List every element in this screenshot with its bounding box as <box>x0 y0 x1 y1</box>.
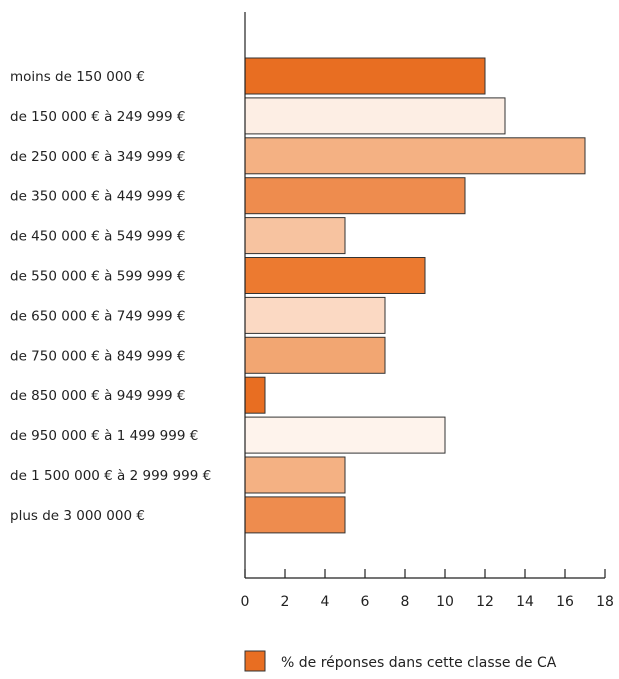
category-labels: moins de 150 000 € de 150 000 € à 249 999… <box>10 69 211 524</box>
bar-de-950-000-a-1-499-999 <box>244 416 446 454</box>
bar-de-550-000-a-599-999 <box>244 257 426 294</box>
category-label: moins de 150 000 € <box>10 69 145 85</box>
legend-label: % de réponses dans cette classe de CA <box>281 655 557 671</box>
bar-de-350-000-a-449-999 <box>244 177 466 215</box>
x-tick-label: 10 <box>436 594 454 610</box>
category-label: de 450 000 € à 549 999 € <box>10 229 185 245</box>
x-tick-label: 14 <box>516 594 534 610</box>
axes-group <box>244 12 605 579</box>
category-label: de 950 000 € à 1 499 999 € <box>10 428 198 444</box>
legend: % de réponses dans cette classe de CA <box>244 650 557 672</box>
bar-de-650-000-a-749-999 <box>244 296 386 334</box>
bar-de-450-000-a-549-999 <box>244 217 346 255</box>
category-label: de 250 000 € à 349 999 € <box>10 149 185 165</box>
bar-de-1-500-000-a-2-999-999 <box>244 456 346 494</box>
x-tick-label: 2 <box>281 594 290 610</box>
x-tick-label: 18 <box>596 594 614 610</box>
category-label: de 350 000 € à 449 999 € <box>10 189 185 205</box>
x-tick-label: 16 <box>556 594 574 610</box>
bar-de-850-000-a-949-999 <box>244 376 266 414</box>
x-tick-label: 12 <box>476 594 494 610</box>
x-tick-label: 8 <box>401 594 410 610</box>
category-label: de 550 000 € à 599 999 € <box>10 269 185 285</box>
bars-group <box>244 57 586 534</box>
category-label: de 150 000 € à 249 999 € <box>10 109 185 125</box>
bar-de-250-000-a-349-999 <box>244 137 586 175</box>
category-label: de 850 000 € à 949 999 € <box>10 388 185 404</box>
bar-plus-de-3-000-000 <box>244 496 346 534</box>
category-label: de 750 000 € à 849 999 € <box>10 348 185 364</box>
bar-de-750-000-a-849-999 <box>244 336 386 374</box>
x-tick-label: 0 <box>241 594 250 610</box>
category-label: plus de 3 000 000 € <box>10 508 145 524</box>
x-tick-label: 4 <box>321 594 330 610</box>
category-label: de 1 500 000 € à 2 999 999 € <box>10 468 211 484</box>
legend-swatch <box>244 650 266 672</box>
x-axis-ticks: 0 2 4 6 8 10 12 14 16 18 <box>241 569 614 610</box>
bar-moins-de-150-000 <box>244 57 486 95</box>
category-label: de 650 000 € à 749 999 € <box>10 308 185 324</box>
bar-de-150-000-a-249-999 <box>244 97 506 135</box>
x-tick-label: 6 <box>361 594 370 610</box>
